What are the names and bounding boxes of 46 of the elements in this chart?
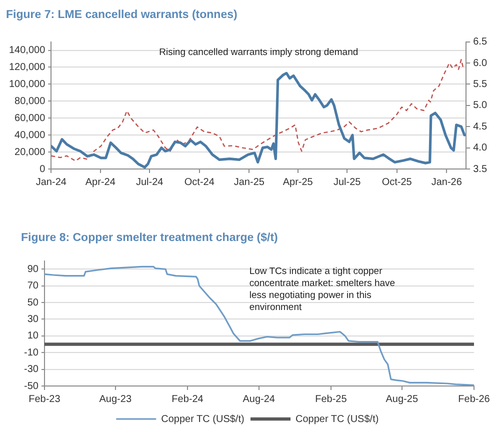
- y-tick-label: 90: [27, 264, 39, 275]
- chart-title: Figure 7: LME cancelled warrants (tonnes): [6, 9, 238, 22]
- y2-tick-label: 4.5: [473, 121, 488, 132]
- y2-tick-label: 6.0: [473, 58, 488, 69]
- y-tick-label: 60,000: [14, 112, 46, 124]
- chart-title: Figure 8: Copper smelter treatment charge ($/t): [21, 232, 278, 244]
- y-tick-label: -30: [24, 364, 39, 376]
- y-tick-label: 50: [27, 297, 39, 308]
- y-tick-label: 140,000: [8, 45, 46, 56]
- x-tick-label: Jul-25: [333, 176, 362, 188]
- y2-tick-label: 3.5: [473, 164, 488, 175]
- x-tick-label: Feb-24: [172, 394, 204, 405]
- line-series: [51, 59, 466, 162]
- x-tick-label: Aug-24: [242, 394, 276, 405]
- x-tick-label: Apr-25: [282, 176, 314, 188]
- x-tick-label: Jan-26: [431, 176, 462, 188]
- y-tick-label: 10: [27, 330, 39, 342]
- x-tick-label: Feb-25: [315, 394, 348, 405]
- y-tick-label: 40,000: [14, 130, 46, 141]
- y-tick-label: -10: [24, 347, 39, 358]
- y-tick-label: 100,000: [8, 78, 46, 90]
- y-tick-label: 80,000: [14, 96, 46, 107]
- y2-tick-label: 4.0: [473, 142, 488, 154]
- y2-tick-label: 6.5: [473, 36, 488, 48]
- x-tick-label: Oct-25: [382, 176, 412, 188]
- y2-tick-label: 5.5: [473, 78, 488, 90]
- x-tick-label: Feb-26: [458, 394, 490, 405]
- legend-label: Copper TC (US$/t): [161, 414, 244, 425]
- x-tick-label: Oct-24: [184, 176, 215, 188]
- y-tick-label: 70: [27, 280, 39, 292]
- legend-label: Copper TC (US$/t): [296, 414, 379, 425]
- x-tick-label: Jan-24: [36, 176, 67, 188]
- annotation: Low TCs indicate a tight copper concentrate market: smelters have less negotiating power in this environment: [249, 266, 396, 314]
- x-tick-label: Aug-25: [386, 394, 418, 405]
- y-tick-label: 30: [27, 314, 39, 325]
- y-tick-label: 0: [40, 164, 46, 175]
- annotation: Rising cancelled warrants imply strong demand: [159, 47, 358, 58]
- x-tick-label: Jul-24: [136, 176, 164, 188]
- x-tick-label: Aug-23: [99, 394, 132, 405]
- x-tick-label: Apr-24: [85, 176, 116, 188]
- y-tick-label: 120,000: [8, 62, 46, 73]
- x-tick-label: Jan-25: [234, 176, 265, 188]
- y-tick-label: 20,000: [14, 146, 46, 158]
- y-tick-label: -50: [24, 380, 39, 392]
- y2-tick-label: 5.0: [473, 100, 488, 112]
- x-tick-label: Feb-23: [28, 394, 61, 405]
